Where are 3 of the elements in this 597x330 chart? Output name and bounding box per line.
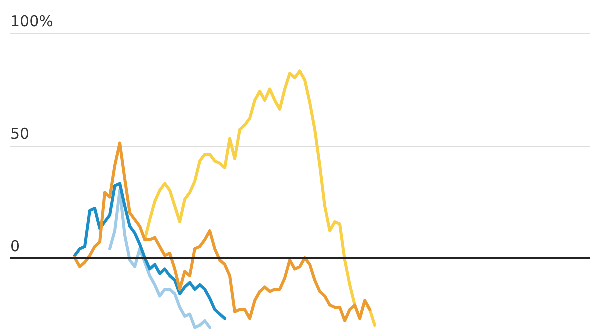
y-tick-label: 100% (10, 12, 54, 30)
y-tick-label: 50 (10, 125, 30, 143)
y-tick-label: 0 (10, 238, 20, 256)
